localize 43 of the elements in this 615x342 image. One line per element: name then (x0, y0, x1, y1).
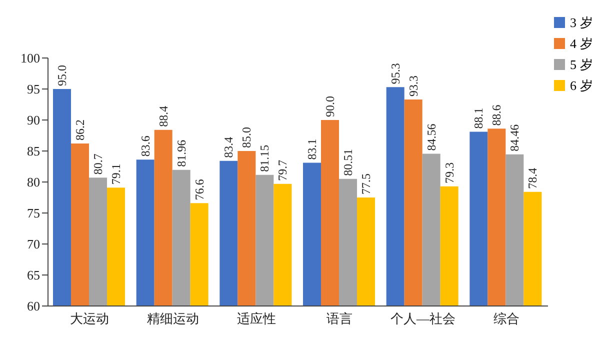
x-tick-label: 精细运动 (147, 311, 199, 326)
y-tick-label: 75 (27, 206, 40, 221)
x-tick-label: 适应性 (236, 311, 276, 326)
data-label: 80.7 (91, 154, 105, 175)
legend-label: 6 岁 (570, 76, 593, 94)
data-label: 84.56 (424, 124, 438, 151)
data-label: 78.4 (526, 168, 540, 189)
data-label: 95.3 (388, 63, 402, 84)
y-tick-label: 100 (20, 50, 40, 66)
y-tick-label: 85 (27, 144, 40, 159)
data-label: 83.1 (305, 138, 319, 160)
x-tick-label: 个人—社会 (390, 311, 456, 326)
data-label: 79.3 (442, 162, 456, 184)
y-tick-label: 80 (27, 174, 40, 190)
data-label: 95.0 (55, 65, 69, 86)
data-label: 88.4 (156, 106, 170, 127)
data-label: 81.15 (258, 144, 272, 172)
data-label: 77.5 (359, 174, 373, 194)
legend-label: 5 岁 (570, 56, 593, 74)
data-label: 86.2 (73, 120, 87, 141)
y-tick-label: 90 (27, 112, 40, 128)
data-label: 90.0 (323, 96, 337, 117)
data-label: 83.4 (222, 136, 236, 158)
y-tick-label: 60 (27, 298, 40, 314)
legend-label: 4 岁 (570, 34, 593, 52)
data-label: 83.6 (138, 136, 152, 157)
data-label: 76.6 (192, 179, 206, 200)
y-tick-label: 65 (27, 268, 40, 283)
y-tick-label: 70 (27, 236, 40, 252)
x-tick-label: 综合 (493, 311, 520, 326)
data-label: 81.96 (174, 140, 188, 167)
data-label: 80.51 (341, 148, 355, 176)
data-label: 93.3 (406, 76, 420, 97)
data-label: 88.6 (490, 104, 504, 126)
data-label: 88.1 (472, 108, 486, 129)
data-label: 84.46 (508, 124, 522, 152)
x-tick-label: 语言 (326, 311, 353, 326)
data-label: 79.1 (109, 164, 123, 185)
y-tick-label: 95 (27, 82, 40, 97)
x-tick-label: 大运动 (70, 311, 110, 326)
data-label: 79.7 (276, 160, 290, 181)
data-label: 85.0 (240, 127, 254, 148)
legend-label: 3 岁 (570, 14, 593, 32)
